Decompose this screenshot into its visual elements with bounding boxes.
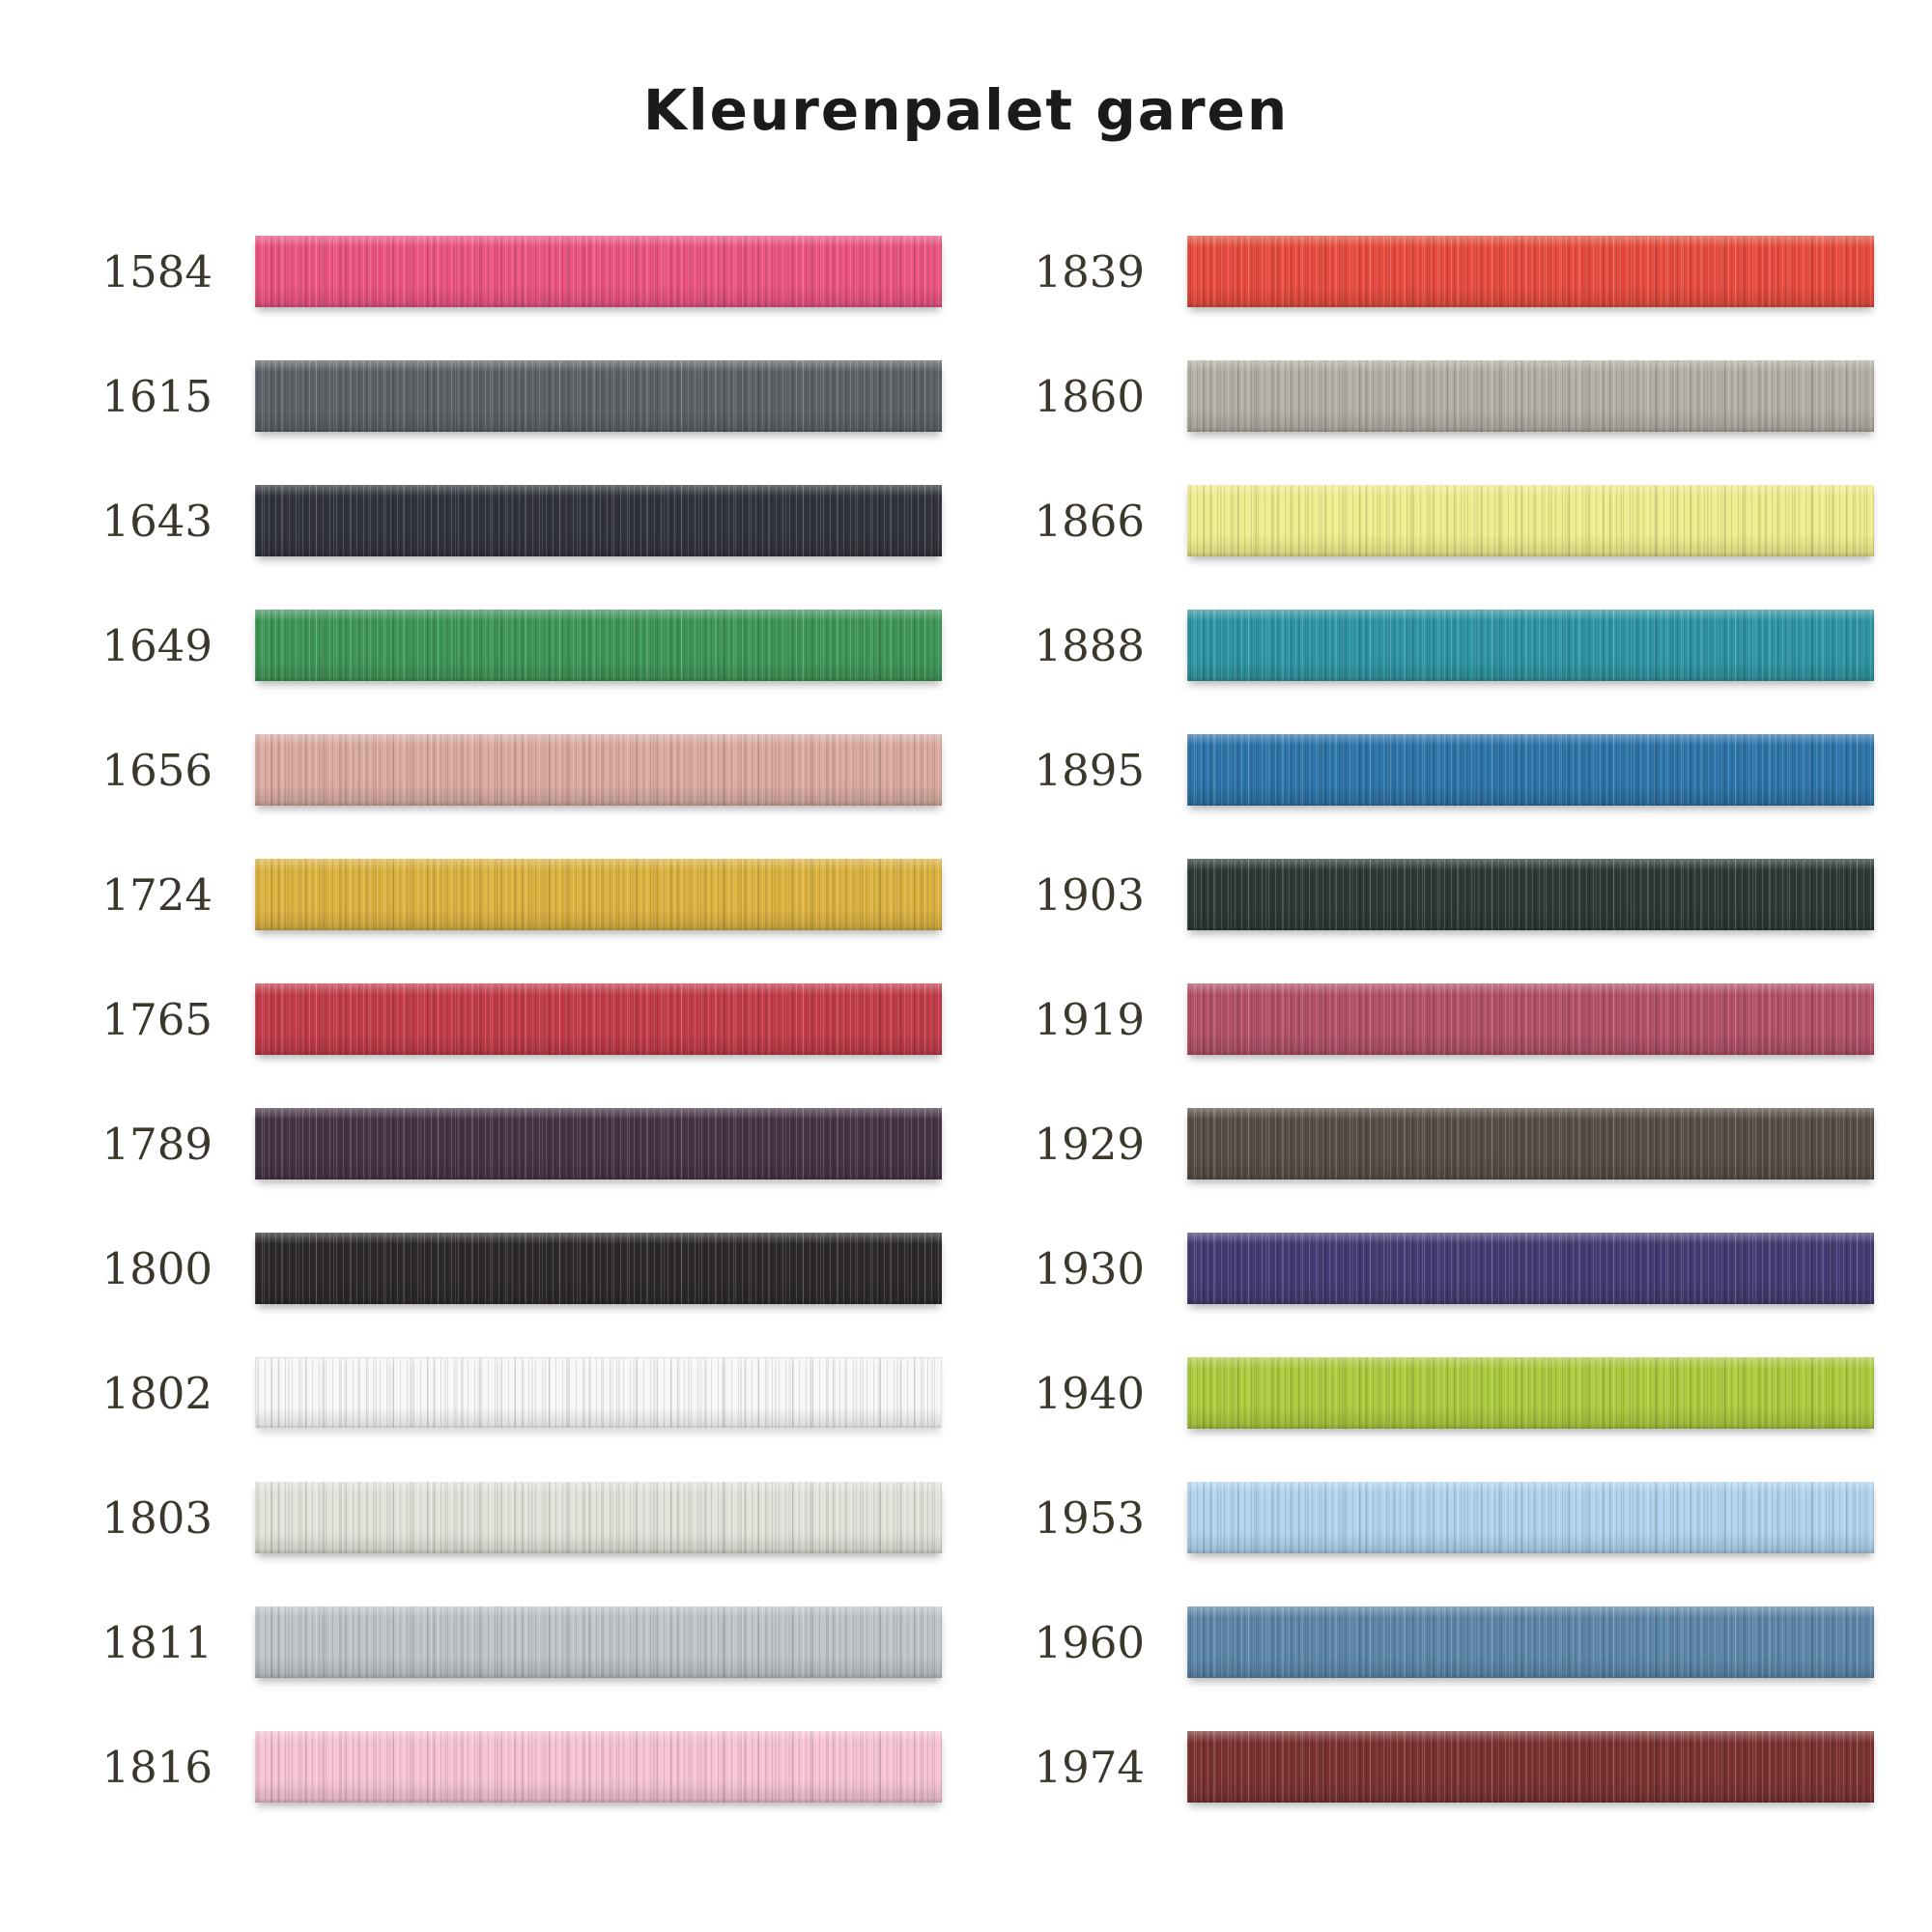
swatch-row: 1656 bbox=[58, 734, 942, 806]
swatch-row: 1940 bbox=[990, 1357, 1874, 1429]
yarn-swatch bbox=[255, 983, 942, 1055]
swatch-row: 1903 bbox=[990, 859, 1874, 930]
swatch-row: 1888 bbox=[990, 610, 1874, 681]
swatch-code-label: 1803 bbox=[101, 1492, 213, 1544]
swatch-code-label: 1866 bbox=[1034, 495, 1145, 547]
yarn-swatch bbox=[255, 1357, 942, 1429]
swatch-row: 1649 bbox=[58, 610, 942, 681]
yarn-swatch bbox=[255, 1606, 942, 1678]
swatch-code-label: 1811 bbox=[101, 1616, 213, 1668]
swatch-code-label: 1919 bbox=[1034, 993, 1145, 1045]
swatch-row: 1919 bbox=[990, 983, 1874, 1055]
yarn-swatch bbox=[255, 1482, 942, 1553]
yarn-swatch bbox=[1187, 859, 1874, 930]
swatch-row: 1615 bbox=[58, 360, 942, 432]
yarn-swatch bbox=[1187, 734, 1874, 806]
swatch-code-label: 1960 bbox=[1034, 1616, 1145, 1668]
yarn-swatch bbox=[1187, 1731, 1874, 1803]
swatch-row: 1724 bbox=[58, 859, 942, 930]
swatch-row: 1839 bbox=[990, 236, 1874, 307]
yarn-swatch bbox=[1187, 1108, 1874, 1179]
palette-column-left: 1584 1615 1643 1649 1656 1724 1765 1789 … bbox=[58, 236, 942, 1803]
swatch-row: 1895 bbox=[990, 734, 1874, 806]
yarn-swatch bbox=[1187, 360, 1874, 432]
swatch-code-label: 1615 bbox=[101, 370, 213, 422]
swatch-row: 1643 bbox=[58, 485, 942, 556]
yarn-swatch bbox=[1187, 1233, 1874, 1304]
palette-grid: 1584 1615 1643 1649 1656 1724 1765 1789 … bbox=[0, 236, 1932, 1803]
swatch-code-label: 1724 bbox=[101, 868, 213, 921]
swatch-row: 1929 bbox=[990, 1108, 1874, 1179]
yarn-swatch bbox=[1187, 610, 1874, 681]
swatch-code-label: 1839 bbox=[1034, 245, 1145, 298]
swatch-row: 1802 bbox=[58, 1357, 942, 1429]
swatch-row: 1765 bbox=[58, 983, 942, 1055]
yarn-swatch bbox=[255, 1731, 942, 1803]
yarn-swatch bbox=[255, 859, 942, 930]
swatch-row: 1953 bbox=[990, 1482, 1874, 1553]
yarn-swatch bbox=[255, 734, 942, 806]
swatch-code-label: 1888 bbox=[1034, 619, 1145, 671]
yarn-swatch bbox=[255, 236, 942, 307]
yarn-swatch bbox=[1187, 236, 1874, 307]
swatch-code-label: 1895 bbox=[1034, 744, 1145, 796]
swatch-code-label: 1860 bbox=[1034, 370, 1145, 422]
swatch-code-label: 1789 bbox=[101, 1118, 213, 1170]
swatch-code-label: 1953 bbox=[1034, 1492, 1145, 1544]
swatch-row: 1866 bbox=[990, 485, 1874, 556]
page-title: Kleurenpalet garen bbox=[642, 77, 1290, 143]
palette-column-right: 1839 1860 1866 1888 1895 1903 1919 1929 … bbox=[990, 236, 1874, 1803]
swatch-code-label: 1903 bbox=[1034, 868, 1145, 921]
swatch-code-label: 1816 bbox=[101, 1741, 213, 1793]
swatch-row: 1584 bbox=[58, 236, 942, 307]
swatch-row: 1960 bbox=[990, 1606, 1874, 1678]
swatch-row: 1789 bbox=[58, 1108, 942, 1179]
swatch-code-label: 1802 bbox=[101, 1367, 213, 1419]
swatch-row: 1803 bbox=[58, 1482, 942, 1553]
swatch-row: 1811 bbox=[58, 1606, 942, 1678]
swatch-code-label: 1974 bbox=[1034, 1741, 1145, 1793]
swatch-row: 1860 bbox=[990, 360, 1874, 432]
swatch-row: 1974 bbox=[990, 1731, 1874, 1803]
swatch-code-label: 1765 bbox=[101, 993, 213, 1045]
swatch-code-label: 1940 bbox=[1034, 1367, 1145, 1419]
swatch-row: 1800 bbox=[58, 1233, 942, 1304]
yarn-swatch bbox=[255, 1108, 942, 1179]
yarn-swatch bbox=[1187, 485, 1874, 556]
swatch-code-label: 1800 bbox=[101, 1242, 213, 1294]
yarn-swatch bbox=[1187, 1482, 1874, 1553]
yarn-swatch bbox=[1187, 1357, 1874, 1429]
swatch-code-label: 1643 bbox=[101, 495, 213, 547]
swatch-code-label: 1649 bbox=[101, 619, 213, 671]
yarn-swatch bbox=[1187, 983, 1874, 1055]
swatch-code-label: 1929 bbox=[1034, 1118, 1145, 1170]
swatch-code-label: 1656 bbox=[101, 744, 213, 796]
yarn-swatch bbox=[255, 1233, 942, 1304]
swatch-code-label: 1584 bbox=[101, 245, 213, 298]
swatch-row: 1816 bbox=[58, 1731, 942, 1803]
yarn-swatch bbox=[255, 485, 942, 556]
yarn-swatch bbox=[255, 610, 942, 681]
yarn-swatch bbox=[1187, 1606, 1874, 1678]
yarn-swatch bbox=[255, 360, 942, 432]
swatch-row: 1930 bbox=[990, 1233, 1874, 1304]
swatch-code-label: 1930 bbox=[1034, 1242, 1145, 1294]
